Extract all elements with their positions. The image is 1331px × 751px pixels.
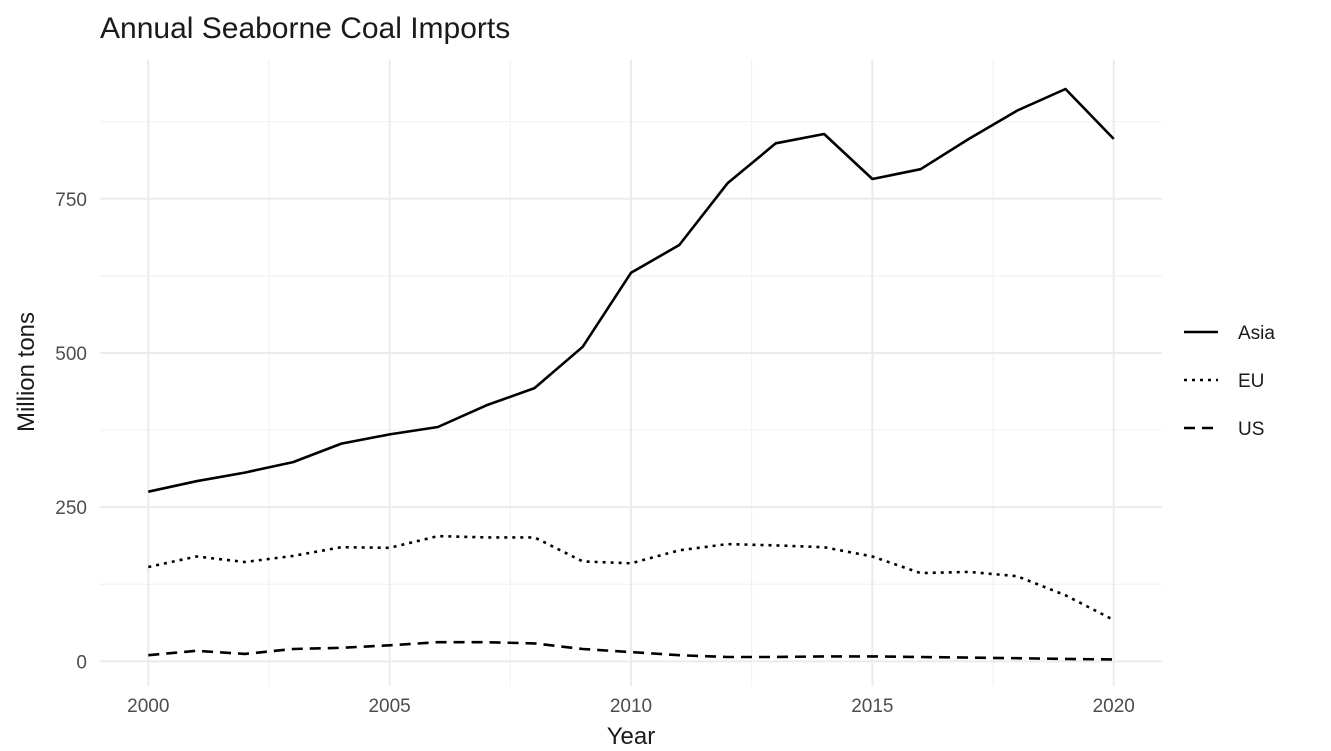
series-line-eu (148, 534, 1115, 622)
y-tick-label: 750 (55, 190, 87, 211)
y-tick-label: 250 (55, 498, 87, 519)
x-axis-tick-labels: 2000 2005 2010 2015 2020 (127, 696, 1135, 717)
chart-title: Annual Seaborne Coal Imports (100, 12, 510, 45)
series-line-asia (148, 87, 1115, 493)
x-tick-label: 2020 (1093, 696, 1135, 717)
x-tick-label: 2015 (851, 696, 893, 717)
grid (100, 60, 1162, 686)
legend: Asia EU US (1184, 323, 1275, 440)
x-tick-label: 2000 (127, 696, 169, 717)
y-axis-tick-labels: 0 250 500 750 (55, 190, 87, 674)
x-tick-label: 2010 (610, 696, 652, 717)
series-lines (148, 87, 1115, 661)
legend-label-eu: EU (1238, 371, 1264, 392)
y-tick-label: 0 (76, 652, 87, 673)
y-tick-label: 500 (55, 344, 87, 365)
legend-label-asia: Asia (1238, 323, 1275, 344)
x-tick-label: 2005 (368, 696, 410, 717)
x-axis-title: Year (607, 723, 656, 750)
y-axis-title: Million tons (13, 312, 40, 432)
legend-label-us: US (1238, 419, 1264, 440)
